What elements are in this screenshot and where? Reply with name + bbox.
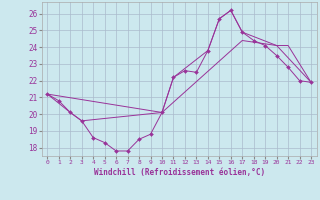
X-axis label: Windchill (Refroidissement éolien,°C): Windchill (Refroidissement éolien,°C) bbox=[94, 168, 265, 177]
